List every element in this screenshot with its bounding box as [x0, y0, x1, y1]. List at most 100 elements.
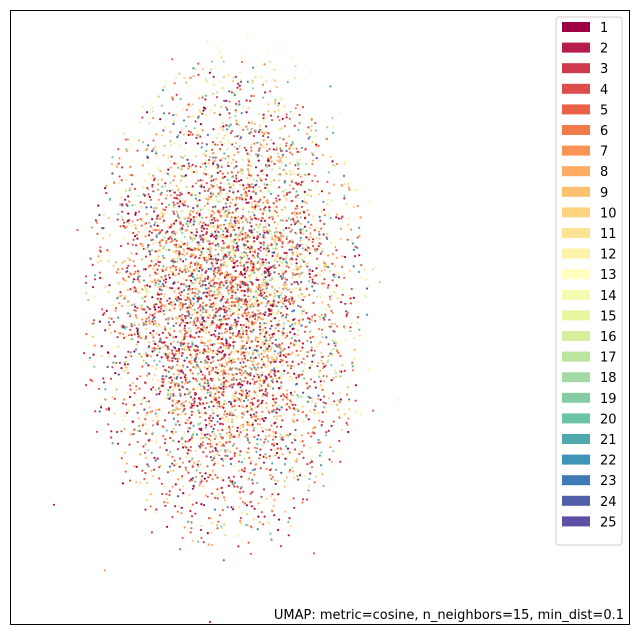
scatter-point	[244, 357, 247, 360]
scatter-point	[253, 397, 256, 400]
scatter-point	[323, 407, 326, 410]
scatter-point	[161, 331, 164, 334]
scatter-point	[259, 448, 262, 451]
scatter-point	[291, 466, 294, 469]
scatter-point	[289, 218, 292, 221]
scatter-point	[240, 326, 244, 329]
scatter-point	[207, 331, 211, 334]
scatter-point	[271, 410, 274, 413]
scatter-point	[228, 289, 232, 292]
scatter-point	[265, 377, 268, 380]
scatter-point	[245, 261, 249, 264]
scatter-point	[178, 465, 181, 468]
scatter-point	[176, 401, 179, 404]
scatter-point	[307, 193, 310, 196]
scatter-point	[252, 329, 255, 332]
scatter-point	[283, 196, 286, 199]
scatter-point	[252, 263, 255, 266]
scatter-point	[303, 330, 307, 333]
scatter-point	[252, 467, 255, 470]
scatter-point	[278, 136, 282, 139]
scatter-point	[236, 190, 240, 193]
scatter-point	[220, 477, 223, 480]
scatter-point	[167, 322, 170, 325]
scatter-point	[194, 449, 197, 452]
scatter-point	[265, 131, 268, 134]
scatter-point	[331, 262, 334, 265]
scatter-point	[159, 390, 162, 393]
scatter-point	[288, 248, 291, 251]
scatter-point	[327, 254, 330, 257]
scatter-point	[183, 359, 186, 362]
scatter-point	[255, 336, 258, 339]
scatter-point	[169, 225, 172, 228]
scatter-point	[133, 350, 136, 353]
scatter-point	[216, 271, 219, 274]
scatter-point	[102, 213, 105, 216]
scatter-point	[121, 166, 124, 169]
scatter-point	[319, 219, 322, 222]
scatter-point	[307, 488, 310, 491]
scatter-point	[157, 95, 160, 98]
scatter-point	[209, 434, 212, 437]
scatter-point	[181, 329, 184, 332]
scatter-point	[187, 422, 190, 425]
scatter-point	[163, 313, 166, 316]
scatter-point	[173, 120, 176, 123]
scatter-point	[196, 345, 199, 348]
scatter-point	[278, 198, 281, 201]
scatter-point	[292, 379, 295, 382]
scatter-point	[160, 409, 163, 412]
scatter-point	[174, 408, 177, 411]
scatter-point	[188, 438, 191, 441]
scatter-point	[227, 246, 230, 249]
scatter-point	[222, 233, 225, 236]
scatter-point	[240, 179, 243, 182]
scatter-point	[336, 213, 339, 216]
scatter-point	[280, 291, 283, 294]
scatter-point	[270, 119, 274, 122]
scatter-point	[248, 298, 251, 301]
scatter-point	[281, 438, 284, 441]
scatter-point	[274, 259, 277, 262]
scatter-point	[242, 413, 246, 416]
scatter-point	[265, 143, 269, 146]
scatter-point	[274, 449, 277, 452]
scatter-point	[262, 121, 265, 124]
scatter-point	[254, 217, 258, 220]
scatter-point	[237, 275, 240, 278]
scatter-point	[288, 337, 291, 340]
scatter-point	[195, 469, 198, 472]
scatter-point	[256, 236, 259, 239]
scatter-point	[203, 279, 206, 282]
scatter-point	[242, 184, 245, 187]
scatter-point	[356, 236, 359, 239]
scatter-point	[327, 266, 330, 269]
scatter-point	[162, 258, 165, 261]
scatter-point	[231, 418, 234, 421]
scatter-point	[306, 265, 309, 268]
scatter-point	[226, 448, 229, 451]
scatter-point	[262, 419, 265, 422]
scatter-point	[262, 361, 265, 364]
scatter-point	[234, 251, 237, 254]
scatter-point	[279, 433, 282, 436]
scatter-point	[309, 364, 312, 368]
scatter-point	[267, 265, 270, 268]
scatter-point	[245, 513, 249, 516]
scatter-point	[165, 336, 168, 339]
scatter-point	[258, 147, 261, 150]
scatter-point	[132, 238, 135, 241]
scatter-point	[180, 344, 183, 347]
scatter-point	[233, 400, 236, 403]
scatter-point	[315, 157, 318, 160]
scatter-point	[265, 336, 268, 339]
scatter-point	[328, 270, 332, 273]
scatter-point	[330, 424, 333, 427]
scatter-point	[213, 285, 217, 288]
scatter-point	[110, 317, 113, 320]
scatter-point	[226, 298, 229, 301]
scatter-point	[185, 377, 188, 380]
scatter-point	[267, 521, 270, 525]
scatter-point	[259, 198, 262, 201]
